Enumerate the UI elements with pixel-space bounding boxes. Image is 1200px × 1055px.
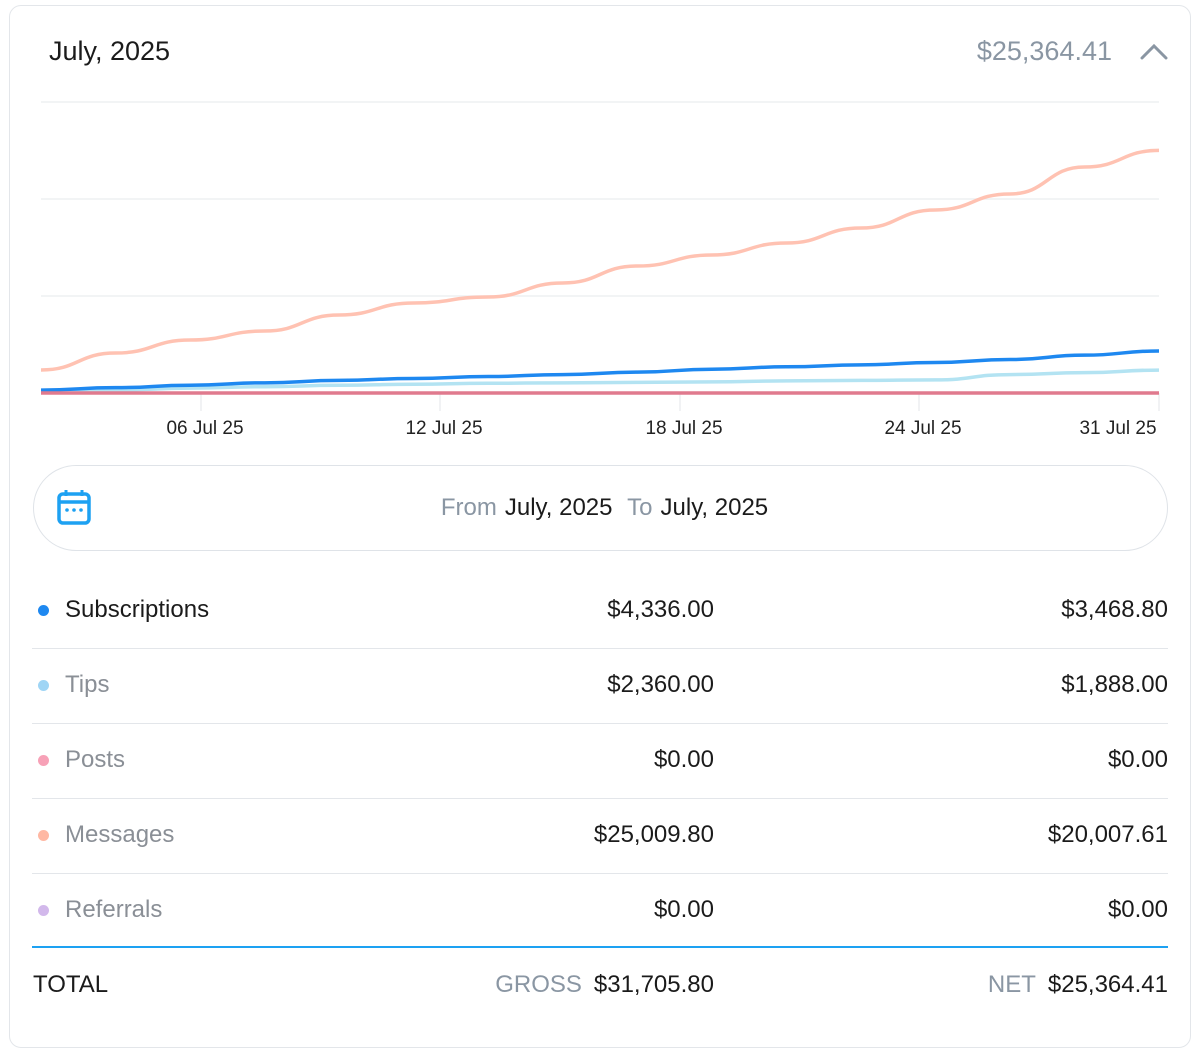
row-gross: $25,009.80 <box>593 821 714 848</box>
to-label: To <box>627 494 653 521</box>
earnings-row-messages: Messages $25,009.80 $20,007.61 <box>32 798 1168 874</box>
x-tick-label: 06 Jul 25 <box>166 418 244 439</box>
row-label: Posts <box>65 746 126 773</box>
x-tick-label: 18 Jul 25 <box>645 418 723 439</box>
row-net: $3,468.80 <box>1061 596 1168 623</box>
x-tick-label: 12 Jul 25 <box>405 418 483 439</box>
header-total: $25,364.41 <box>976 36 1112 66</box>
legend-dot <box>38 755 49 766</box>
earnings-row-subscriptions: Subscriptions $4,336.00 $3,468.80 <box>32 573 1168 649</box>
to-value: July, 2025 <box>660 494 769 521</box>
gross-total: $31,705.80 <box>593 971 714 998</box>
row-label: Messages <box>65 821 175 848</box>
legend-dot <box>38 905 49 916</box>
total-label: TOTAL <box>33 971 109 998</box>
gross-label: GROSS <box>495 971 582 998</box>
row-label: Subscriptions <box>65 596 210 623</box>
earnings-line-chart <box>40 101 1160 411</box>
net-label: NET <box>987 971 1036 998</box>
date-range-picker[interactable]: From July, 2025 To July, 2025 <box>33 465 1168 551</box>
x-tick-label: 24 Jul 25 <box>884 418 962 439</box>
earnings-row-posts: Posts $0.00 $0.00 <box>32 723 1168 799</box>
series-line-subscriptions <box>40 349 1160 392</box>
net-total: $25,364.41 <box>1047 971 1168 998</box>
series-line-messages <box>40 148 1160 372</box>
row-gross: $0.00 <box>653 896 714 923</box>
row-label: Tips <box>65 671 110 698</box>
period-title: July, 2025 <box>49 36 171 66</box>
total-divider <box>32 946 1168 948</box>
legend-dot <box>38 680 49 691</box>
calendar-icon <box>57 490 91 525</box>
earnings-row-tips: Tips $2,360.00 $1,888.00 <box>32 648 1168 724</box>
legend-dot <box>38 605 49 616</box>
row-net: $0.00 <box>1107 896 1168 923</box>
row-net: $20,007.61 <box>1047 821 1168 848</box>
from-label: From <box>440 494 497 521</box>
row-gross: $0.00 <box>653 746 714 773</box>
earnings-card <box>9 5 1191 1048</box>
chevron-up-icon[interactable] <box>1138 40 1170 64</box>
row-gross: $4,336.00 <box>607 596 714 623</box>
row-net: $1,888.00 <box>1061 671 1168 698</box>
earnings-row-referrals: Referrals $0.00 $0.00 <box>32 873 1168 948</box>
series-line-tips <box>40 368 1160 394</box>
row-net: $0.00 <box>1107 746 1168 773</box>
row-gross: $2,360.00 <box>607 671 714 698</box>
x-tick-label: 31 Jul 25 <box>1079 418 1157 439</box>
from-value: July, 2025 <box>504 494 613 521</box>
row-label: Referrals <box>65 896 163 923</box>
legend-dot <box>38 830 49 841</box>
